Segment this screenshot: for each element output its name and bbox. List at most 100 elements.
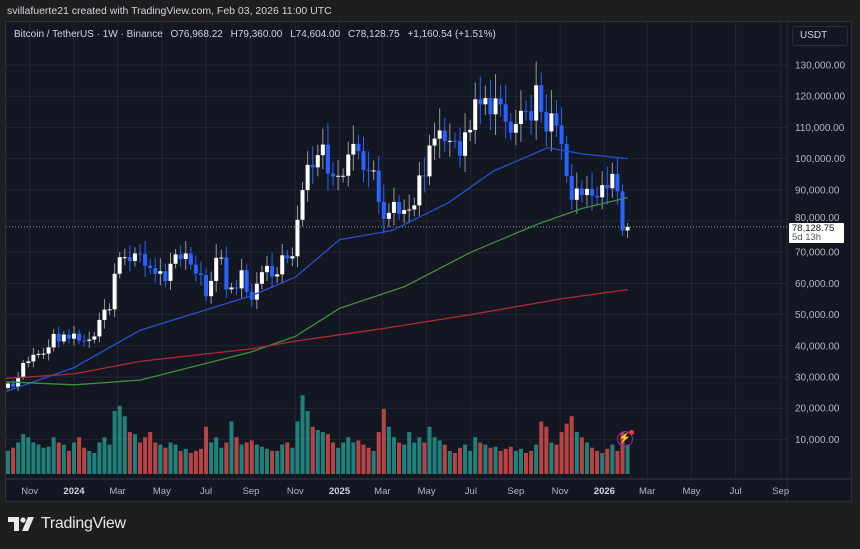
candle-body (447, 140, 452, 142)
volume-bar (539, 421, 544, 474)
price-tick-label: 110,000.00 (795, 123, 845, 134)
candle-body (112, 273, 117, 310)
volume-bar (574, 432, 579, 474)
candle-body (442, 130, 447, 142)
candle-body (310, 164, 315, 168)
time-tick-label: Sep (507, 486, 524, 497)
volume-bar (478, 442, 483, 474)
symbol-name[interactable]: Bitcoin / TetherUS · 1W · Binance (14, 29, 163, 40)
candle-body (412, 205, 417, 210)
volume-bar (56, 442, 61, 474)
candle-body (183, 253, 188, 260)
volume-bar (193, 450, 198, 474)
candle-body (579, 188, 584, 196)
volume-bar (513, 450, 518, 474)
candle-body (346, 154, 351, 176)
candle-body (158, 271, 163, 274)
candle-body (564, 143, 569, 177)
volume-bar (214, 437, 219, 474)
candle-body (427, 145, 432, 177)
volume-bar (259, 446, 264, 474)
candle-body (198, 273, 203, 275)
volume-bar (468, 450, 473, 474)
ohlc-low: L74,604.00 (290, 29, 341, 40)
candle-body (452, 140, 457, 142)
volume-bar (402, 444, 407, 474)
candle-body (468, 129, 473, 133)
currency-unit-button[interactable]: USDT (792, 26, 848, 46)
candle-body (122, 257, 127, 259)
candle-body (264, 265, 269, 273)
volume-bar (503, 448, 508, 474)
volume-bar (295, 421, 300, 474)
volume-bar (422, 442, 427, 474)
volume-bar (386, 426, 391, 474)
candle-body (341, 175, 346, 177)
price-tick-label: 60,000.00 (795, 279, 840, 290)
candle-body (498, 98, 503, 105)
candle-body (371, 170, 376, 172)
candle-body (163, 271, 168, 281)
candle-body (209, 280, 214, 297)
candle-body (11, 383, 16, 387)
volume-bar (163, 447, 168, 474)
volume-bar (483, 444, 488, 474)
volume-bar (463, 444, 468, 474)
candle-body (351, 143, 356, 155)
volume-bar (508, 446, 513, 474)
volume-bar (16, 442, 21, 474)
candle-body (473, 99, 478, 130)
candle-body (87, 339, 92, 341)
brand-name: TradingView (41, 515, 126, 532)
volume-bar (158, 444, 163, 474)
time-tick-label: Nov (552, 486, 569, 497)
candle-body (107, 309, 112, 311)
candle-body (457, 141, 462, 156)
price-tick-label: 130,000.00 (795, 61, 845, 72)
volume-bar (600, 453, 605, 474)
candle-body (143, 254, 148, 266)
volume-bar (61, 444, 66, 474)
candle-body (518, 110, 523, 124)
candle-body (544, 111, 549, 132)
volume-bar (275, 450, 280, 474)
candle-body (625, 226, 630, 231)
volume-bar (595, 450, 600, 474)
time-tick-label: Jul (200, 486, 212, 497)
price-chart[interactable]: 130,000.00 120,000.00 110,000.00 100,000.00… (6, 22, 853, 503)
candle-body (6, 383, 10, 388)
chart-panel[interactable]: 130,000.00 120,000.00 110,000.00 100,000.00… (5, 21, 853, 503)
time-tick-label: Jul (465, 486, 477, 497)
price-tick-label: 80,000.00 (795, 213, 840, 224)
volume-bar (188, 453, 193, 474)
candle-body (178, 254, 183, 260)
time-tick-label: 2026 (594, 486, 615, 497)
candle-body (315, 155, 320, 168)
lightning-icon[interactable]: ⚡ (617, 430, 634, 447)
volume-bar (204, 426, 209, 474)
candle-body (620, 191, 625, 231)
volume-bar (153, 442, 158, 474)
bar-countdown: 5d 13h (792, 231, 822, 243)
candle-body (46, 347, 51, 354)
volume-bar (366, 447, 371, 474)
volume-bar (244, 442, 249, 474)
candle-body (559, 125, 564, 144)
candle-body (31, 354, 36, 362)
candle-body (66, 334, 71, 339)
volume-bar (325, 434, 330, 474)
candle-body (138, 253, 143, 255)
volume-bar (183, 448, 188, 474)
candle-body (503, 104, 508, 122)
volume-bar (122, 416, 127, 474)
volume-bar (117, 405, 122, 474)
volume-bar (529, 450, 534, 474)
candle-body (397, 201, 402, 214)
candle-body (320, 144, 325, 156)
volume-bar (569, 416, 574, 474)
volume-bar (417, 437, 422, 474)
volume-bar (412, 442, 417, 474)
volume-bar (6, 450, 10, 474)
volume-bar (356, 440, 361, 474)
volume-bar (127, 432, 132, 474)
